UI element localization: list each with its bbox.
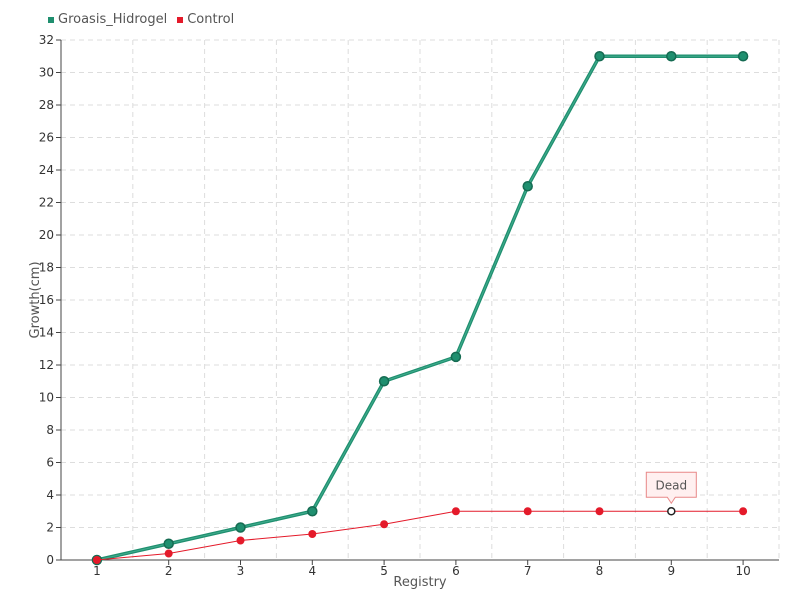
y-tick-label: 22	[39, 196, 54, 210]
data-point[interactable]	[92, 556, 101, 564]
legend-label-groasis: Groasis_Hidrogel	[58, 12, 168, 27]
x-tick-label: 3	[237, 564, 245, 578]
data-point[interactable]	[594, 51, 605, 62]
x-tick-label: 10	[735, 564, 750, 578]
y-tick-label: 12	[39, 358, 54, 372]
y-axis-label: Growth(cm)	[28, 261, 43, 338]
y-tick-label: 14	[39, 326, 54, 340]
y-tick-label: 18	[39, 261, 54, 275]
data-point[interactable]	[451, 507, 460, 516]
data-point[interactable]	[163, 538, 174, 549]
y-tick-label: 20	[39, 228, 54, 242]
data-point[interactable]	[450, 351, 462, 363]
annotation-tooltip: Dead	[645, 471, 697, 505]
legend-item-groasis[interactable]: Groasis_Hidrogel	[48, 12, 167, 27]
x-tick-label: 8	[596, 564, 604, 578]
legend: Groasis_Hidrogel Control	[48, 12, 234, 27]
y-tick-label: 28	[39, 98, 54, 112]
x-tick-label: 7	[524, 564, 532, 578]
x-tick-label: 2	[165, 564, 173, 578]
legend-label-control: Control	[187, 12, 235, 27]
data-point[interactable]	[308, 530, 317, 538]
y-tick-label: 10	[39, 391, 54, 405]
x-tick-label: 5	[380, 564, 388, 578]
legend-swatch-control	[177, 16, 184, 23]
data-point[interactable]	[235, 522, 246, 533]
x-tick-label: 9	[667, 564, 675, 578]
data-point-highlighted[interactable]	[667, 507, 676, 516]
data-point[interactable]	[737, 51, 749, 62]
x-tick-label: 4	[308, 564, 316, 578]
x-axis-label: Registry	[393, 575, 447, 590]
data-point[interactable]	[595, 507, 604, 516]
y-tick-label: 0	[46, 553, 54, 567]
y-tick-label: 30	[39, 66, 54, 80]
series	[91, 51, 749, 566]
x-tick-label: 1	[93, 564, 101, 578]
y-tick-label: 16	[39, 293, 54, 307]
data-point[interactable]	[164, 549, 173, 558]
y-tick-label: 32	[39, 33, 54, 47]
data-point[interactable]	[522, 181, 533, 192]
y-tick-label: 6	[46, 456, 54, 470]
series-line-highlight-0	[96, 55, 744, 561]
data-point[interactable]	[380, 520, 389, 529]
data-point[interactable]	[523, 507, 532, 516]
x-tick-label: 6	[452, 564, 460, 578]
y-tick-label: 4	[46, 488, 54, 502]
y-tick-label: 24	[39, 163, 54, 177]
data-point[interactable]	[739, 507, 748, 516]
axes	[56, 39, 779, 565]
tooltip-box	[645, 471, 697, 505]
data-point[interactable]	[236, 536, 245, 545]
y-tick-label: 26	[39, 131, 54, 145]
data-point[interactable]	[307, 506, 318, 517]
data-point[interactable]	[378, 376, 390, 387]
tooltip-text: Dead	[656, 478, 688, 492]
y-tick-label: 2	[46, 521, 54, 535]
legend-item-control[interactable]: Control	[177, 12, 234, 27]
legend-swatch-groasis	[48, 16, 54, 23]
y-tick-label: 8	[46, 423, 54, 437]
data-point[interactable]	[666, 51, 677, 62]
series-line-1	[96, 510, 744, 561]
